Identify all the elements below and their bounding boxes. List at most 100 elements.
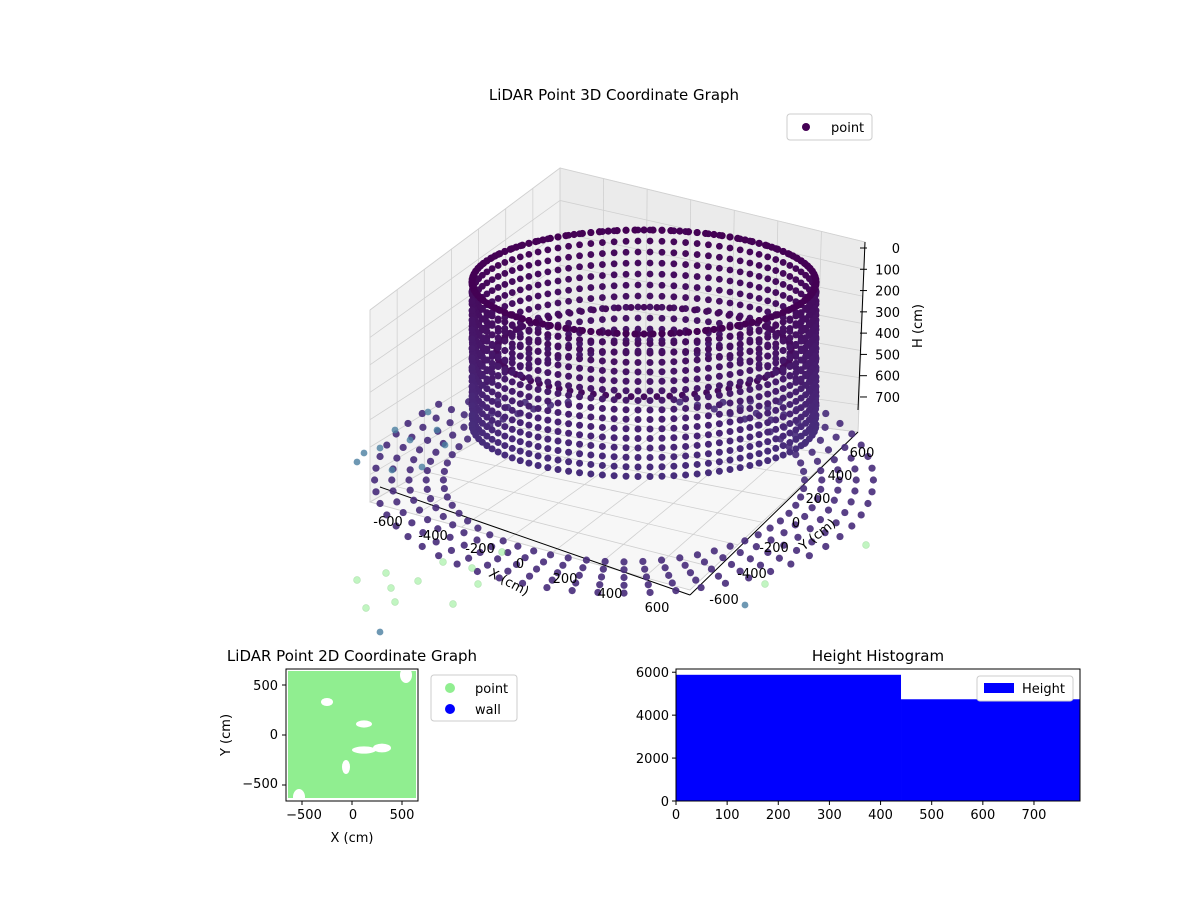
rim-point [604, 329, 612, 337]
wall-point [779, 292, 787, 299]
wall-point [646, 463, 654, 471]
x-tick-label: 200 [766, 808, 791, 823]
wall-point [715, 253, 723, 261]
wall-point [525, 383, 533, 391]
wall-point [576, 459, 584, 467]
z-tick-label: 0 [892, 242, 900, 257]
floor-point [776, 517, 785, 525]
wall-point [704, 459, 712, 467]
wall-point [797, 385, 805, 393]
wall-point [565, 275, 573, 283]
floor-point [805, 552, 813, 560]
rim-point [622, 226, 630, 234]
rim-point [741, 236, 749, 244]
rim-point [718, 232, 726, 240]
wall-point [792, 378, 800, 386]
floor-point [435, 552, 443, 560]
wall-point [501, 303, 509, 310]
wall-point [508, 368, 516, 376]
void-area [373, 743, 391, 753]
z-tick-label: 600 [875, 370, 900, 385]
wall-point [786, 344, 794, 352]
floor-point [868, 488, 876, 496]
outlier-point [362, 604, 370, 612]
wall-point [565, 264, 573, 272]
ticks-2d [282, 684, 403, 805]
wall-point [779, 303, 787, 310]
wall-point [554, 361, 562, 369]
wall-point [779, 451, 787, 459]
wall-point [786, 295, 794, 302]
wall-point [534, 292, 542, 300]
wall-point [634, 270, 642, 278]
floor-point [564, 554, 572, 562]
wall-point [488, 378, 496, 386]
rim-point [768, 243, 776, 251]
floor-point [620, 573, 628, 582]
wall-point [682, 294, 690, 301]
z-tick-label: 100 [875, 263, 900, 278]
wall-point [786, 382, 794, 390]
wall-point [525, 450, 533, 458]
wall-point [587, 337, 595, 345]
wall-point [658, 434, 666, 442]
floor-point [835, 476, 843, 484]
wall-point [501, 423, 509, 431]
point-cloud-area [288, 671, 416, 798]
floor-point [641, 565, 649, 573]
wall-point [786, 439, 794, 447]
rim-point [755, 317, 763, 325]
wall-point [726, 255, 734, 263]
wall-point [516, 419, 524, 427]
y-axis-line [689, 431, 859, 596]
rim-point [562, 324, 570, 332]
legend-histogram: Height [976, 675, 1074, 702]
ledge-point [703, 308, 710, 315]
floor-point [504, 567, 512, 575]
floor-point [546, 551, 555, 559]
floor-point [847, 498, 855, 506]
wall-point [554, 371, 562, 379]
floor-point [813, 495, 822, 503]
z-axis-line [857, 241, 866, 411]
outlier-point [498, 548, 506, 556]
outlier-point [439, 558, 447, 566]
wall-point [576, 440, 584, 448]
x-tick-label: 0 [672, 808, 680, 823]
floor-point [848, 522, 856, 530]
wall-point [525, 272, 533, 280]
wall-point [682, 366, 690, 374]
wall-point [525, 326, 533, 334]
wall-point [658, 237, 666, 245]
wall-point [488, 350, 496, 358]
wall-point [764, 297, 772, 305]
y-tick-label: 400 [828, 469, 853, 484]
wall-point [598, 261, 606, 268]
wall-point [468, 335, 476, 343]
x-tick-label: 600 [970, 808, 995, 823]
floor-point [672, 587, 680, 595]
wall-point [797, 309, 805, 317]
ledge-point [666, 304, 674, 312]
wall-point [726, 333, 734, 341]
wall-point [646, 358, 654, 366]
wall-point [534, 270, 542, 278]
wall-point [554, 399, 562, 407]
wall-point [622, 406, 630, 414]
wall-point [792, 369, 800, 377]
wall-point [587, 403, 595, 411]
floor-point [794, 533, 802, 541]
floor-point [406, 486, 414, 494]
wall-point [494, 353, 502, 361]
floor-point [455, 509, 463, 517]
wall-point [534, 328, 542, 336]
rim-point [684, 228, 693, 236]
wall-point [565, 334, 573, 342]
floor-point [719, 554, 727, 562]
wall-point [508, 387, 516, 395]
wall-point [670, 377, 678, 385]
wall-point [646, 453, 654, 461]
wall-point [468, 354, 476, 362]
wall-point [670, 293, 678, 301]
wall-point [736, 331, 744, 339]
